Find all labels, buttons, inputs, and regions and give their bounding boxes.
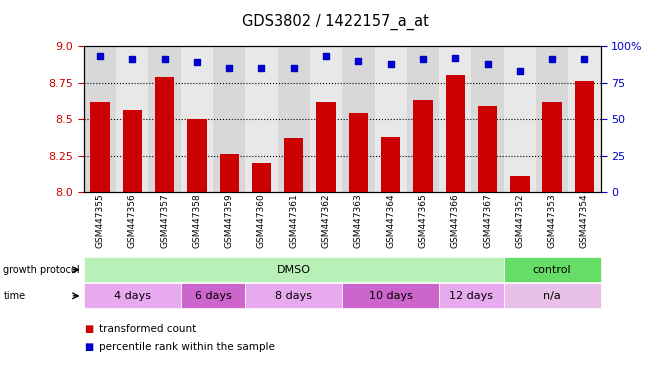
Text: control: control (533, 265, 572, 275)
Bar (91, 101, 110, 192)
Point (450, 55, 460, 61)
Text: growth protocol: growth protocol (3, 265, 80, 275)
Bar (349, 113, 368, 192)
Bar (407, 46, 439, 192)
Point (127, 56, 138, 62)
Text: 8 days: 8 days (275, 291, 312, 301)
Point (547, 56, 558, 62)
Point (289, 65, 299, 71)
Bar (316, 101, 336, 192)
Bar (187, 119, 207, 192)
Bar (510, 176, 529, 192)
Bar (116, 46, 148, 192)
Bar (381, 137, 401, 192)
Text: time: time (3, 291, 25, 301)
Bar (278, 46, 310, 192)
Bar (155, 77, 174, 192)
Text: DMSO: DMSO (276, 265, 311, 275)
Point (191, 59, 202, 65)
Text: transformed count: transformed count (99, 324, 196, 334)
Bar (542, 101, 562, 192)
Text: 4 days: 4 days (114, 291, 151, 301)
Point (95, 53, 105, 60)
Bar (342, 46, 374, 192)
Point (579, 56, 590, 62)
Bar (284, 138, 303, 192)
Bar (219, 154, 239, 192)
Point (417, 56, 428, 62)
Text: n/a: n/a (544, 291, 561, 301)
Point (159, 56, 170, 62)
Bar (504, 46, 536, 192)
Bar (439, 46, 471, 192)
Bar (478, 106, 497, 192)
Text: percentile rank within the sample: percentile rank within the sample (99, 342, 274, 352)
Bar (252, 163, 271, 192)
Point (353, 58, 364, 64)
Bar (213, 46, 246, 192)
Point (482, 61, 493, 67)
Point (385, 61, 396, 67)
Point (224, 65, 235, 71)
Text: GDS3802 / 1422157_a_at: GDS3802 / 1422157_a_at (242, 13, 429, 30)
Bar (446, 75, 465, 192)
Bar (374, 46, 407, 192)
Bar (471, 46, 504, 192)
Bar (148, 46, 180, 192)
Point (256, 65, 267, 71)
Text: ■: ■ (84, 342, 93, 352)
Point (321, 53, 331, 60)
Bar (180, 46, 213, 192)
Bar (246, 46, 278, 192)
Text: ■: ■ (84, 324, 93, 334)
Bar (536, 46, 568, 192)
Bar (310, 46, 342, 192)
Text: 10 days: 10 days (368, 291, 413, 301)
Bar (413, 100, 433, 192)
Bar (123, 110, 142, 192)
Bar (574, 81, 594, 192)
Text: 6 days: 6 days (195, 291, 231, 301)
Text: 12 days: 12 days (450, 291, 493, 301)
Point (515, 68, 525, 74)
Bar (568, 46, 601, 192)
Bar (84, 46, 116, 192)
